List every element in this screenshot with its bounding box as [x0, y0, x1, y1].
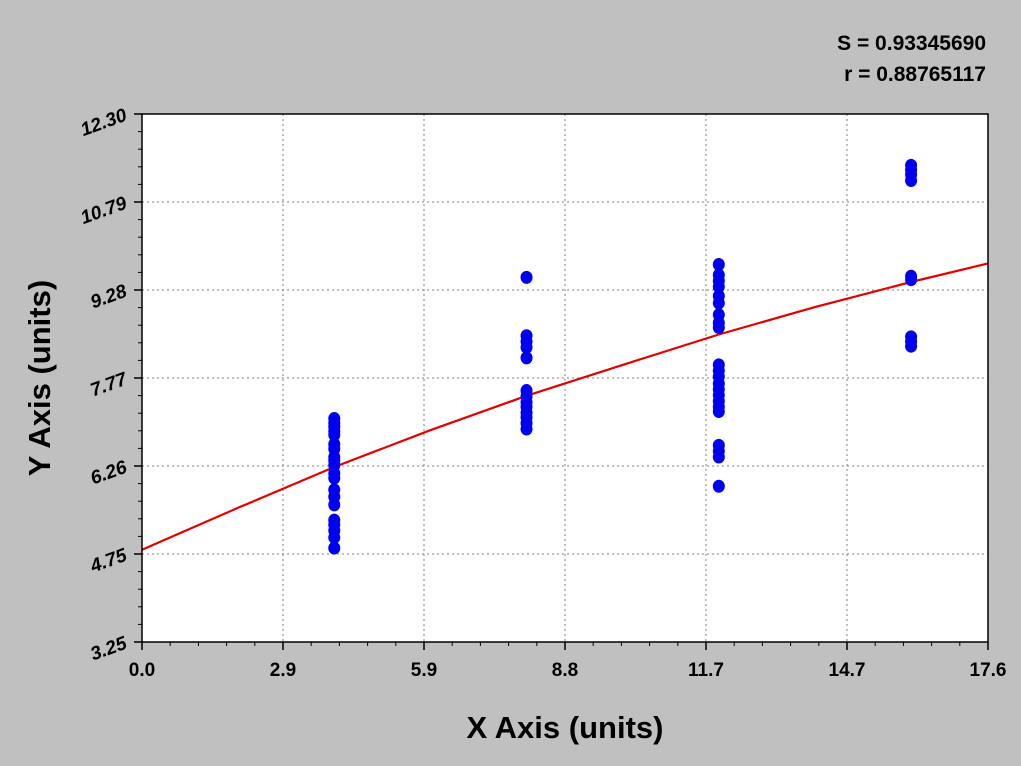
x-tick-label: 8.8 [552, 660, 578, 681]
scatter-point [712, 405, 725, 419]
y-tick-label: 6.26 [88, 457, 130, 490]
plot-border [141, 113, 989, 643]
scatter-point [520, 422, 533, 436]
scatter-point [905, 174, 918, 188]
x-tick-label: 11.7 [688, 660, 724, 681]
x-tick-label: 5.9 [411, 660, 437, 681]
y-tick-label: 10.79 [78, 193, 130, 229]
scatter-point [328, 471, 341, 485]
s-statistic: S = 0.93345690 [837, 32, 986, 55]
grid-lines [142, 114, 988, 642]
y-axis-title: Y Axis (units) [22, 280, 57, 476]
x-tick-label: 17.6 [970, 660, 1007, 681]
scatter-point [712, 280, 725, 294]
scatter-point [520, 270, 533, 284]
fit-curve-group [141, 262, 989, 551]
x-axis-title: X Axis (units) [467, 710, 664, 745]
y-tick-label: 7.77 [88, 368, 131, 401]
scatter-point [328, 531, 341, 545]
scatter-point [712, 321, 725, 335]
scatter-point [712, 450, 725, 464]
data-points [328, 158, 918, 555]
y-tick-label: 3.25 [88, 633, 130, 666]
r-statistic: r = 0.88765117 [844, 63, 986, 86]
scatter-point [328, 428, 341, 442]
scatter-point [712, 296, 725, 310]
y-tick-label: 12.30 [78, 105, 130, 141]
scatter-point [712, 258, 725, 272]
scatter-point [328, 541, 341, 555]
scatter-point [712, 479, 725, 493]
scatter-point [905, 273, 918, 287]
scatter-point [905, 339, 918, 353]
scatter-point [328, 498, 341, 512]
scatter-point [520, 340, 533, 354]
fit-curve-line [141, 262, 989, 551]
x-tick-label: 0.0 [129, 660, 155, 681]
y-tick-label: 9.28 [88, 281, 130, 314]
x-tick-label: 2.9 [270, 660, 296, 681]
scatter-point [520, 351, 533, 365]
y-tick-label: 4.75 [87, 545, 130, 578]
x-tick-label: 14.7 [829, 660, 866, 681]
